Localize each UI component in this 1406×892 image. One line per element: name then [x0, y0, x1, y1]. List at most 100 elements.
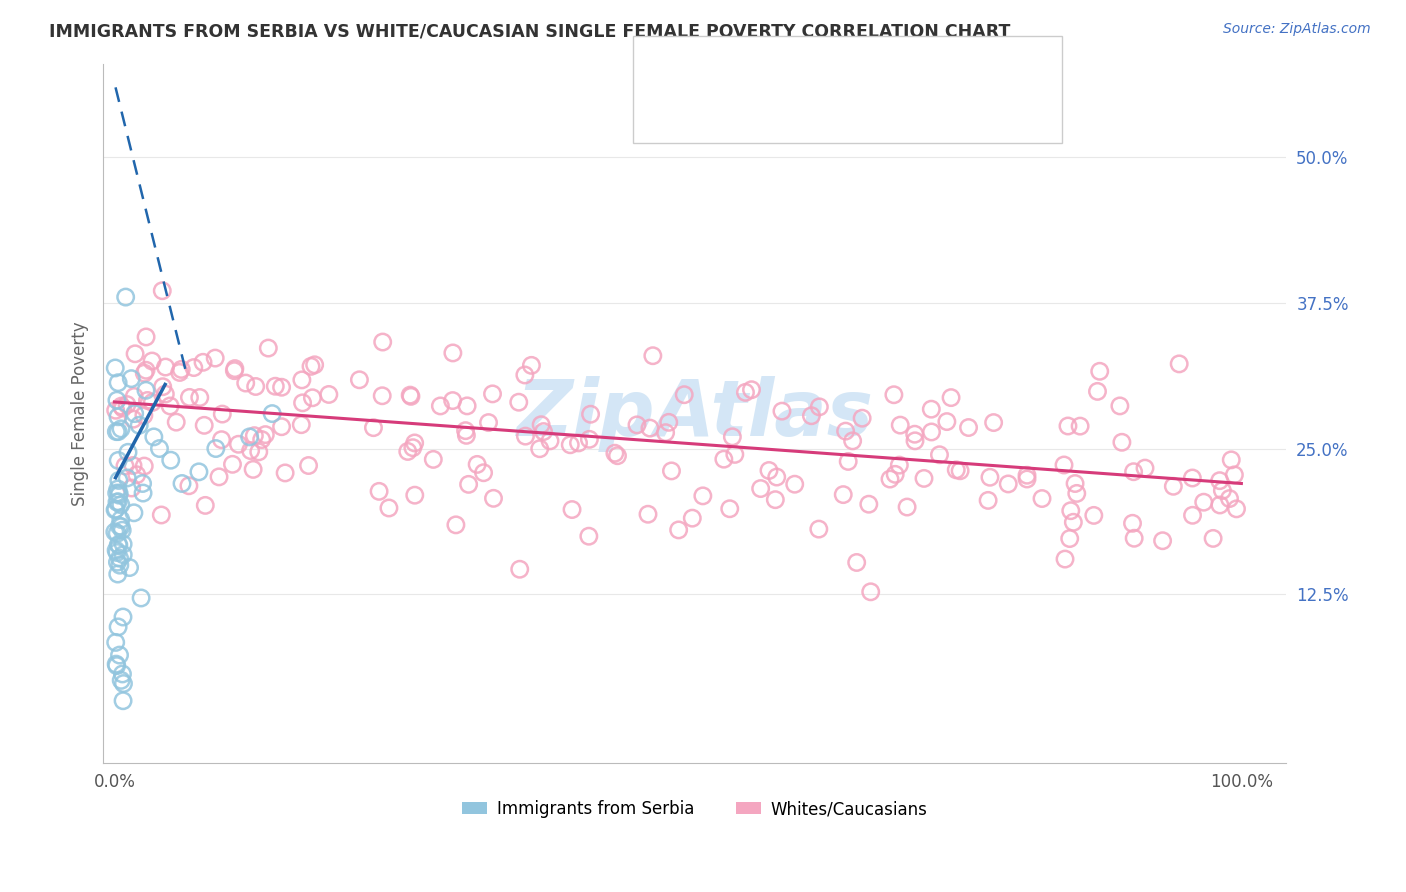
Point	[884, 467, 907, 482]
Point	[368, 484, 391, 499]
Point	[108, 488, 131, 502]
Point	[118, 560, 141, 574]
Point	[363, 420, 385, 434]
Point	[107, 620, 129, 634]
Point	[135, 363, 157, 377]
Point	[247, 445, 270, 459]
Point	[658, 415, 681, 429]
Point	[808, 400, 831, 414]
Point	[136, 393, 159, 408]
Point	[456, 399, 478, 413]
Point	[188, 391, 211, 405]
Point	[107, 425, 129, 439]
Point	[606, 449, 628, 463]
Point	[1223, 467, 1246, 482]
Point	[482, 491, 505, 506]
Point	[429, 399, 451, 413]
Point	[299, 359, 322, 374]
Point	[422, 452, 444, 467]
Point	[170, 362, 193, 376]
Point	[949, 464, 972, 478]
Point	[1059, 532, 1081, 546]
Point	[115, 471, 138, 485]
Point	[155, 387, 177, 401]
Point	[807, 522, 830, 536]
Point	[242, 462, 264, 476]
Point	[107, 453, 129, 467]
Point	[481, 387, 503, 401]
Point	[399, 388, 422, 402]
Point	[107, 555, 129, 569]
Point	[1209, 498, 1232, 512]
Point	[1066, 486, 1088, 500]
Point	[155, 359, 177, 374]
Point	[183, 360, 205, 375]
Point	[1123, 531, 1146, 545]
Point	[105, 495, 128, 509]
Point	[1121, 516, 1143, 531]
Point	[304, 358, 326, 372]
Point	[111, 667, 134, 681]
Point	[115, 398, 138, 412]
Point	[108, 538, 131, 552]
Point	[1133, 461, 1156, 475]
Point	[169, 366, 191, 380]
Point	[783, 477, 806, 491]
Point	[530, 417, 553, 432]
Point	[141, 354, 163, 368]
Point	[845, 556, 868, 570]
Point	[301, 391, 323, 405]
Point	[270, 419, 292, 434]
Point	[110, 422, 132, 436]
Point	[457, 477, 479, 491]
Point	[224, 361, 246, 376]
Point	[661, 464, 683, 478]
Point	[211, 407, 233, 421]
Point	[105, 543, 128, 558]
Point	[578, 529, 600, 543]
Point	[832, 488, 855, 502]
Point	[105, 486, 128, 500]
Point	[250, 433, 273, 447]
Point	[718, 501, 741, 516]
Point	[290, 417, 312, 432]
Point	[108, 551, 131, 566]
Point	[396, 444, 419, 458]
Point	[205, 442, 228, 456]
Point	[641, 349, 664, 363]
Point	[763, 492, 786, 507]
Point	[110, 519, 132, 533]
Point	[211, 433, 233, 447]
Point	[654, 425, 676, 440]
Point	[159, 399, 181, 413]
Point	[1163, 479, 1185, 493]
Point	[896, 500, 918, 514]
Point	[208, 470, 231, 484]
Point	[110, 673, 132, 688]
Point	[239, 443, 262, 458]
Point	[904, 427, 927, 442]
Point	[1015, 468, 1038, 483]
Point	[110, 399, 132, 413]
Point	[889, 418, 911, 433]
Point	[104, 502, 127, 516]
Point	[834, 424, 856, 438]
Point	[561, 502, 583, 516]
Point	[928, 448, 950, 462]
Point	[983, 416, 1005, 430]
Point	[603, 446, 626, 460]
Point	[104, 524, 127, 539]
Point	[105, 393, 128, 408]
Point	[638, 421, 661, 435]
Point	[224, 364, 246, 378]
Point	[104, 403, 127, 417]
Point	[349, 373, 371, 387]
Point	[110, 498, 132, 512]
Point	[626, 417, 648, 432]
Point	[245, 379, 267, 393]
Point	[404, 436, 426, 450]
Point	[135, 330, 157, 344]
Point	[538, 434, 561, 448]
Point	[107, 538, 129, 552]
Point	[108, 648, 131, 662]
